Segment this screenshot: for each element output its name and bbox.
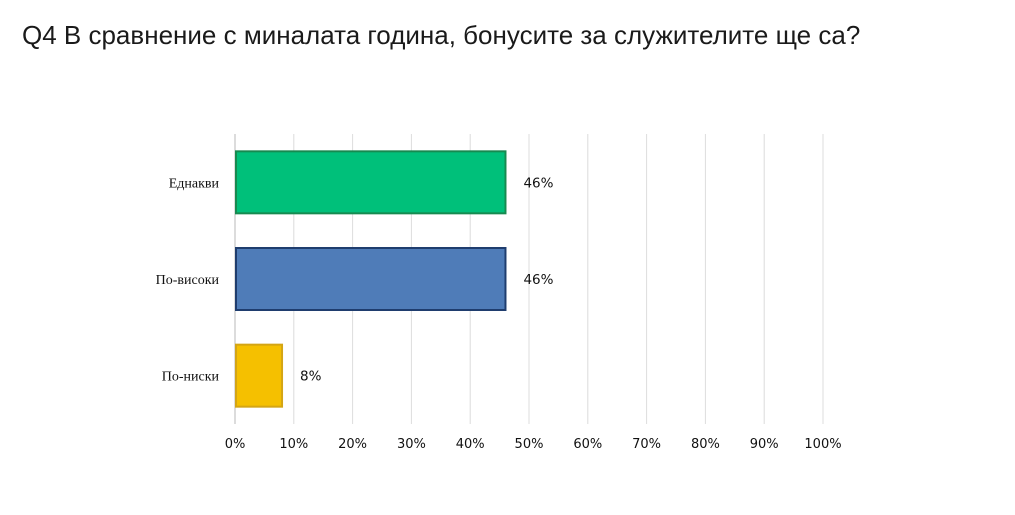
data-label: 46%: [523, 175, 553, 191]
bar: [235, 247, 507, 311]
data-label: 8%: [300, 369, 322, 385]
bars: [235, 150, 507, 408]
x-tick-label: 10%: [279, 437, 308, 452]
x-tick-label: 50%: [515, 437, 544, 452]
x-tick-label: 70%: [632, 437, 661, 452]
category-label: По-ниски: [162, 370, 220, 385]
x-tick-label: 40%: [456, 437, 485, 452]
x-tick-label: 100%: [804, 437, 841, 452]
category-label: Еднакви: [169, 176, 220, 191]
x-tick-label: 80%: [691, 437, 720, 452]
x-tick-label: 20%: [338, 437, 367, 452]
category-label: По-високи: [156, 273, 220, 288]
x-tick-label: 60%: [573, 437, 602, 452]
bar: [235, 150, 507, 215]
x-tick-label: 30%: [397, 437, 426, 452]
x-tick-label: 0%: [225, 437, 246, 452]
data-label: 46%: [523, 272, 553, 288]
bar: [235, 343, 284, 408]
labels: 0% 10% 20% 30% 40% 50% 60% 70% 80% 90% 100% Еднакви…: [156, 175, 842, 452]
x-tick-label: 90%: [750, 437, 779, 452]
chart-title: Q4 В сравнение с миналата година, бонуси…: [22, 20, 861, 50]
